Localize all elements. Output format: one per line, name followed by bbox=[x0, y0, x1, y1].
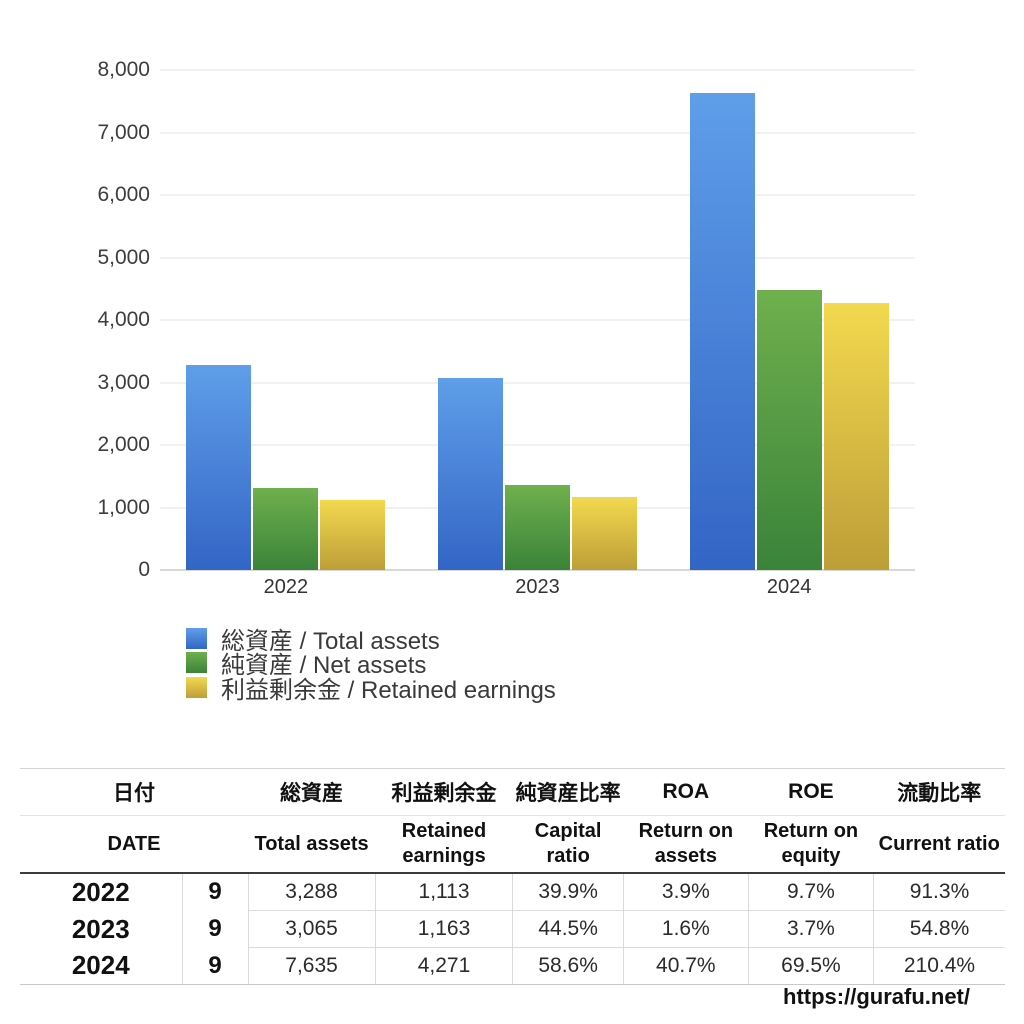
legend-item: 総資産 / Total assets bbox=[186, 626, 556, 655]
value-cell: 54.8% bbox=[872, 910, 1005, 948]
grouped-bar-chart: 0 1,000 2,000 3,000 4,000 5,000 6,000 7,000 8,00… bbox=[97, 58, 915, 704]
column-header-en: DATE bbox=[20, 815, 249, 874]
y-tick-label: 3,000 bbox=[97, 370, 150, 394]
y-tick-label: 4,000 bbox=[97, 308, 150, 331]
footer: https://gurafu.net/ bbox=[783, 984, 970, 1010]
bar-group-2024 bbox=[663, 70, 915, 570]
column-header-en: Return on assets bbox=[623, 815, 749, 874]
column-header-jp: 日付 bbox=[20, 768, 249, 816]
value-cell: 3,288 bbox=[247, 873, 376, 911]
chart-legend: 総資産 / Total assets 純資産 / Net assets 利益剰余金 … bbox=[186, 626, 556, 704]
table-row: 2023 9 3,065 1,163 44.5% 1.6% 3.7% 54.8% bbox=[20, 910, 1005, 948]
column-header-jp: ROE bbox=[748, 768, 874, 816]
bar bbox=[253, 488, 319, 570]
x-axis-line bbox=[160, 569, 915, 571]
site-url-link[interactable]: https://gurafu.net/ bbox=[783, 984, 970, 1009]
financial-table: 日付 総資産 利益剰余金 純資産比率 ROA ROE 流動比率 DATE Total asset… bbox=[20, 768, 1005, 985]
legend-label: 総資産 / Total assets bbox=[221, 627, 440, 655]
bar bbox=[505, 484, 570, 570]
y-tick-label: 5,000 bbox=[97, 245, 150, 269]
financial-table-section: 日付 総資産 利益剰余金 純資産比率 ROA ROE 流動比率 DATE Total asset… bbox=[20, 768, 1005, 985]
value-cell: 3,065 bbox=[247, 910, 376, 948]
legend-swatch-icon bbox=[186, 627, 207, 649]
value-cell: 9.7% bbox=[747, 873, 874, 911]
x-axis-labels: 2022 2023 2024 bbox=[160, 576, 915, 599]
year-cell: 2023 bbox=[71, 913, 130, 944]
year-cell: 2024 bbox=[20, 947, 183, 985]
y-tick-label: 6,000 bbox=[97, 183, 150, 206]
y-tick-label: 8,000 bbox=[97, 58, 150, 81]
year-cell: 2022 bbox=[71, 876, 130, 907]
x-axis-label: 2023 bbox=[515, 576, 560, 598]
month-cell: 9 bbox=[181, 873, 249, 911]
column-header-jp: 純資産比率 bbox=[512, 768, 624, 816]
gridline bbox=[160, 194, 915, 196]
value-cell: 3.9% bbox=[622, 873, 749, 911]
gridline bbox=[160, 256, 915, 259]
table-row: 2024 9 7,635 4,271 58.6% 40.7% 69.5% 210.4% bbox=[20, 947, 1005, 985]
value-cell: 210.4% bbox=[872, 947, 1005, 985]
month-cell: 9 bbox=[181, 947, 249, 985]
gridline bbox=[160, 69, 915, 71]
column-header-jp: 利益剰余金 bbox=[375, 768, 513, 816]
legend-item: 純資産 / Net assets bbox=[186, 651, 556, 679]
legend-item: 利益剰余金 / Retained earnings bbox=[186, 675, 556, 704]
value-cell: 7,635 bbox=[247, 947, 376, 985]
column-header-en: Return on equity bbox=[748, 815, 874, 874]
value-cell: 39.9% bbox=[512, 873, 624, 911]
table-body: 2022 9 3,288 1,113 39.9% 3.9% 9.7% 91.3% 2023 9 3,… bbox=[20, 873, 1005, 985]
month-cell: 9 bbox=[181, 910, 249, 948]
value-cell: 44.5% bbox=[512, 910, 624, 948]
bar bbox=[572, 497, 637, 570]
column-header-jp: ROA bbox=[623, 768, 749, 816]
column-header-en: Current ratio bbox=[873, 815, 1005, 874]
column-header-jp: 総資産 bbox=[248, 768, 376, 816]
table-row: 2022 9 3,288 1,113 39.9% 3.9% 9.7% 91.3% bbox=[20, 873, 1005, 911]
value-cell: 4,271 bbox=[374, 947, 513, 985]
y-tick-label: 2,000 bbox=[97, 433, 150, 456]
column-header-en: Retained earnings bbox=[375, 815, 513, 874]
value-cell: 3.7% bbox=[747, 910, 874, 948]
chart-bars-layer bbox=[160, 70, 915, 570]
x-axis-label: 2024 bbox=[766, 576, 812, 598]
value-cell: 91.3% bbox=[872, 873, 1005, 911]
value-cell: 1,163 bbox=[374, 910, 513, 948]
value-cell: 69.5% bbox=[747, 947, 874, 985]
column-header-en: Capital ratio bbox=[512, 815, 624, 874]
bar bbox=[756, 290, 822, 570]
value-cell: 1.6% bbox=[622, 910, 749, 948]
bar bbox=[689, 92, 755, 570]
y-tick-label: 0 bbox=[138, 558, 150, 581]
legend-swatch-icon bbox=[186, 676, 207, 698]
x-axis-label: 2022 bbox=[263, 576, 309, 598]
gridline bbox=[160, 444, 915, 446]
bar bbox=[186, 364, 252, 570]
legend-label: 純資産 / Net assets bbox=[221, 652, 427, 680]
gridline bbox=[160, 131, 915, 134]
gridline bbox=[160, 319, 915, 321]
legend-swatch-icon bbox=[186, 652, 207, 674]
bar-group-2022 bbox=[160, 70, 412, 570]
value-cell: 40.7% bbox=[622, 947, 749, 985]
y-tick-label: 1,000 bbox=[97, 495, 150, 519]
y-tick-label: 7,000 bbox=[97, 120, 150, 144]
bar-group-2023 bbox=[412, 70, 664, 570]
bar bbox=[823, 303, 889, 570]
value-cell: 58.6% bbox=[512, 947, 624, 985]
legend-label: 利益剰余金 / Retained earnings bbox=[221, 676, 556, 704]
gridline bbox=[160, 381, 915, 384]
bar bbox=[438, 378, 503, 570]
column-header-en: Total assets bbox=[248, 815, 376, 874]
column-header-jp: 流動比率 bbox=[873, 768, 1005, 816]
table-header: 日付 総資産 利益剰余金 純資産比率 ROA ROE 流動比率 DATE Total asset… bbox=[20, 768, 1005, 874]
bar bbox=[320, 500, 386, 570]
value-cell: 1,113 bbox=[374, 873, 513, 911]
